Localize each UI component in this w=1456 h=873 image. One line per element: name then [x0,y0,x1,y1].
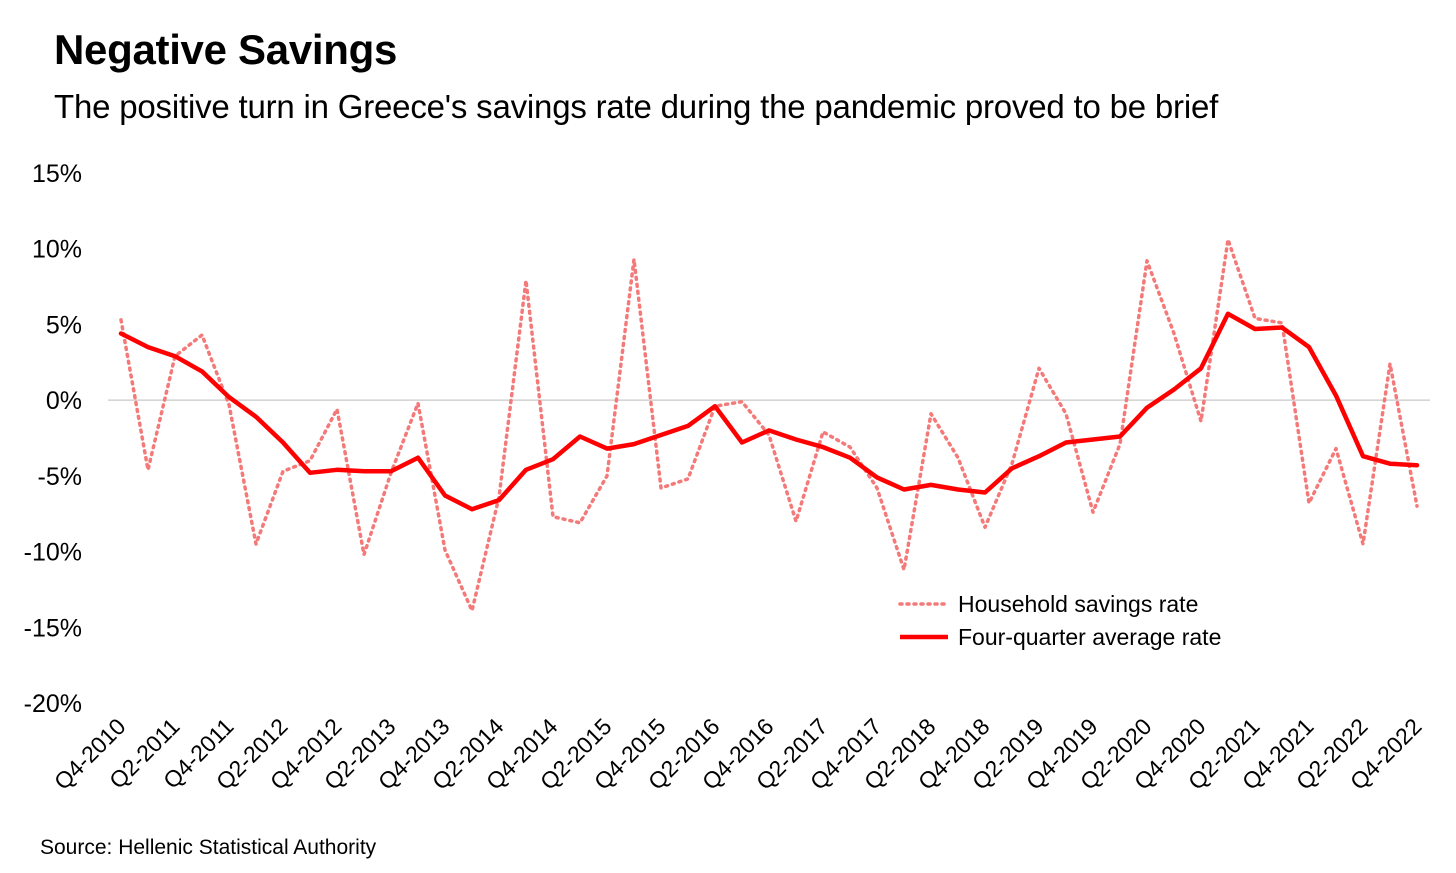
y-tick-label: 15% [32,160,82,188]
legend: Household savings rate Four-quarter aver… [898,591,1221,650]
chart-title: Negative Savings [54,26,398,73]
y-tick-label: 10% [32,236,82,264]
series-lines [118,237,1420,613]
series-line-four-quarter-average [118,311,1420,512]
chart-subtitle: The positive turn in Greece's savings ra… [54,88,1219,125]
y-tick-label: -10% [24,539,82,567]
series-line-household-savings [119,237,1419,613]
y-tick-label: -15% [24,614,82,642]
legend-label-household: Household savings rate [958,591,1198,617]
y-tick-label: -20% [24,690,82,718]
x-axis-ticks: Q4-2010Q2-2011Q4-2011Q2-2012Q4-2012Q2-20… [49,713,1427,795]
legend-label-average: Four-quarter average rate [958,624,1221,650]
y-axis-ticks: 15% 10% 5% 0% -5% -10% -15% -20% [24,160,82,718]
y-tick-label: 5% [46,311,82,339]
y-tick-label: 0% [46,387,82,415]
y-tick-label: -5% [38,463,82,491]
source-note: Source: Hellenic Statistical Authority [40,836,377,859]
